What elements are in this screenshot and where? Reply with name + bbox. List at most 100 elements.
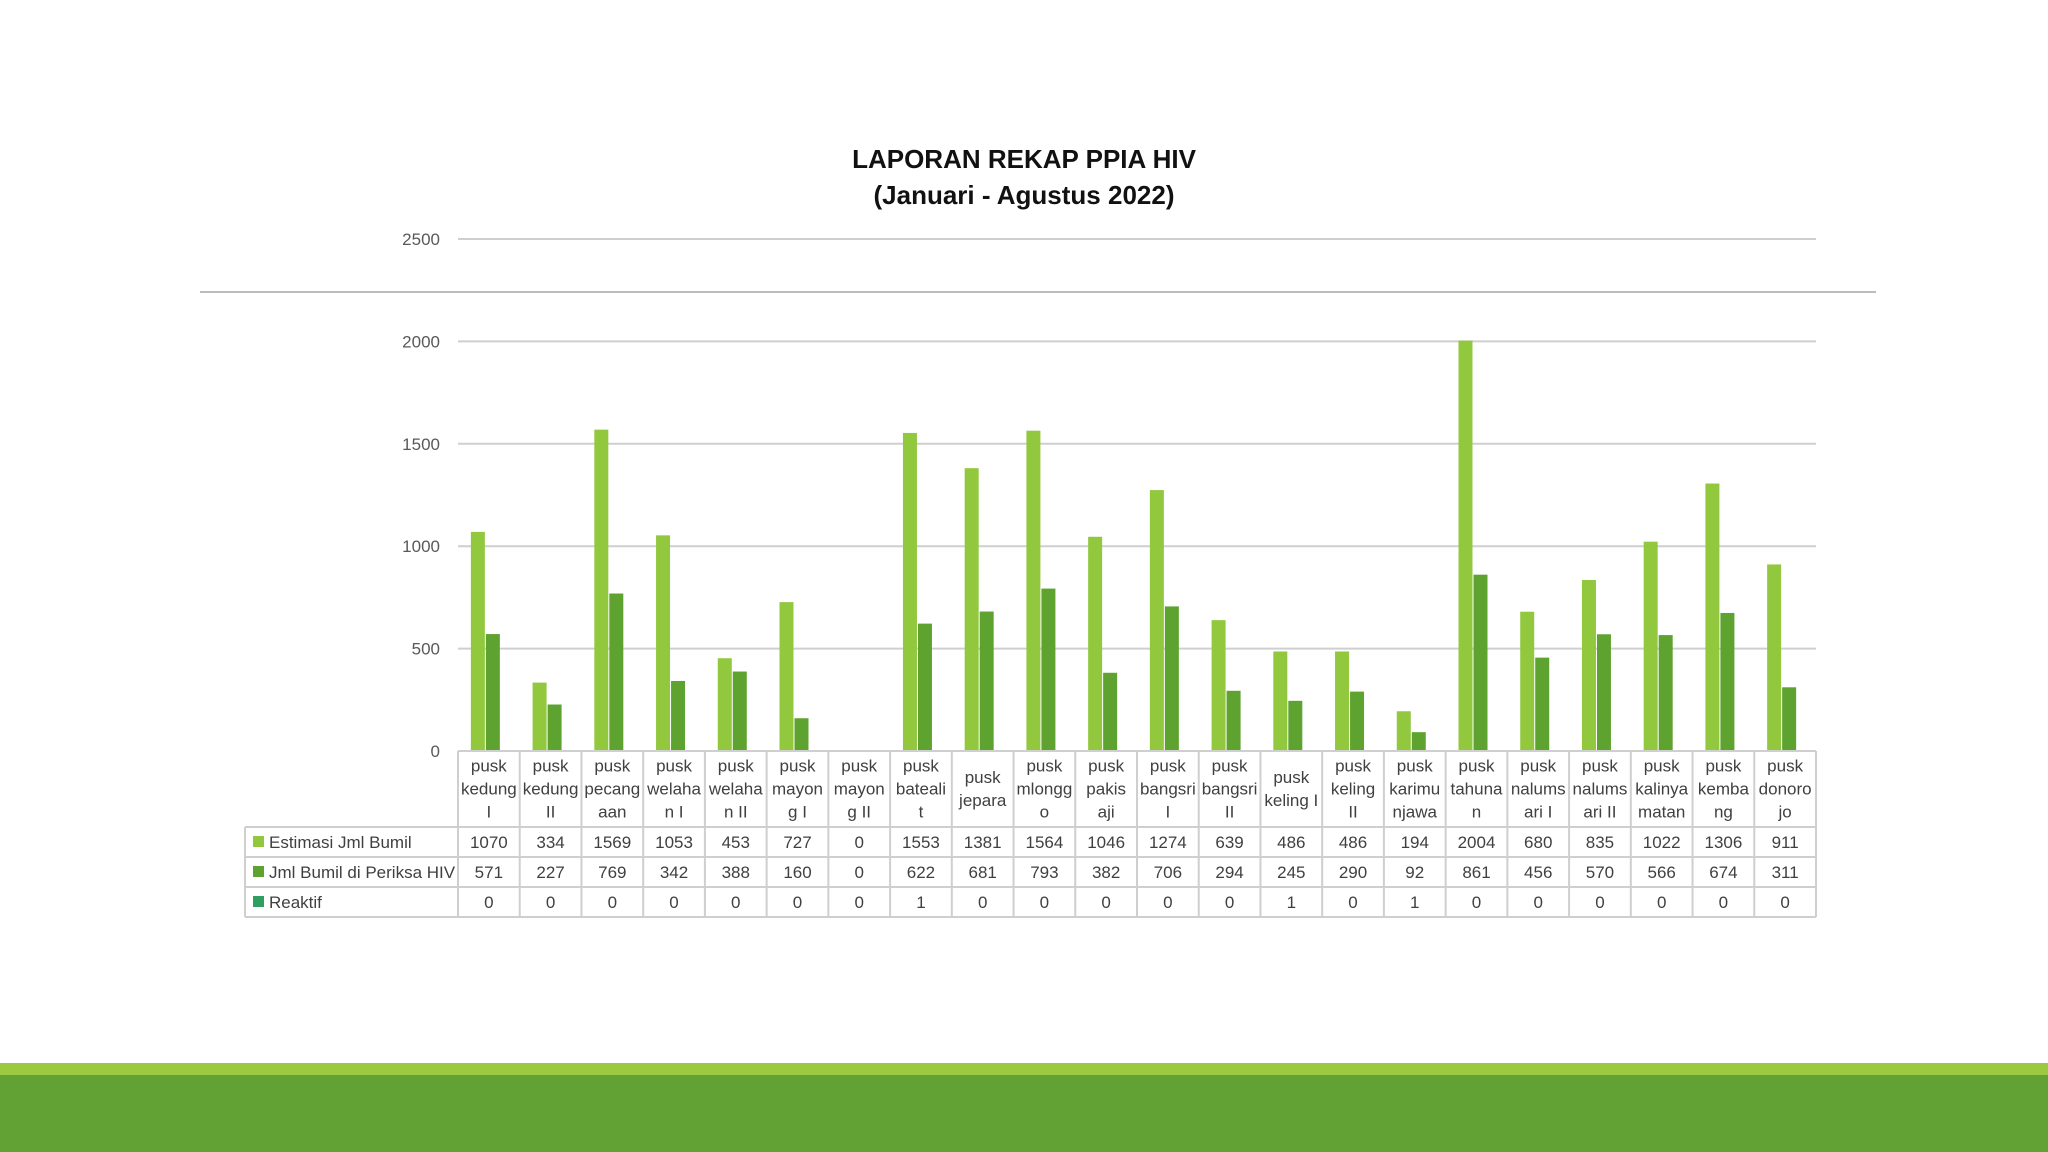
category-label: aan (598, 803, 626, 822)
data-label: 486 (1339, 833, 1367, 852)
data-label: 0 (1533, 893, 1542, 912)
bar (594, 429, 609, 751)
bar (1473, 574, 1488, 751)
bar (1103, 672, 1118, 751)
bar (1350, 691, 1365, 751)
category-label: pusk (1335, 757, 1371, 776)
category-label: mayon (772, 780, 823, 799)
legend-swatch (253, 866, 264, 877)
y-tick-label: 2000 (402, 332, 440, 351)
data-label: 1022 (1643, 833, 1681, 852)
category-label: matan (1638, 803, 1685, 822)
data-label: 342 (660, 863, 688, 882)
data-label: 0 (1040, 893, 1049, 912)
bar (532, 682, 547, 751)
category-label: pusk (1582, 757, 1618, 776)
bar (485, 634, 500, 751)
category-label: pusk (656, 757, 692, 776)
data-label: 0 (484, 893, 493, 912)
category-label: g II (847, 803, 871, 822)
data-label: 727 (783, 833, 811, 852)
data-label: 92 (1405, 863, 1424, 882)
data-label: 1306 (1704, 833, 1742, 852)
bar (470, 531, 485, 751)
data-label: 861 (1462, 863, 1490, 882)
chart-subtitle: (Januari - Agustus 2022) (873, 180, 1175, 210)
data-label: 294 (1215, 863, 1243, 882)
category-label: pusk (718, 757, 754, 776)
category-label: kalinya (1635, 780, 1688, 799)
category-label: pusk (471, 757, 507, 776)
category-label: II (1348, 803, 1357, 822)
category-label: pusk (1767, 757, 1803, 776)
data-label: 0 (546, 893, 555, 912)
bar (1026, 430, 1041, 751)
category-label: n (1472, 803, 1481, 822)
data-label: 1381 (964, 833, 1002, 852)
data-label: 1569 (593, 833, 631, 852)
category-label: pusk (1520, 757, 1556, 776)
category-label: I (1165, 803, 1170, 822)
category-label: keling I (1264, 791, 1318, 810)
footer-stripe (0, 1063, 2048, 1075)
data-label: 1053 (655, 833, 693, 852)
data-label: 0 (854, 863, 863, 882)
data-label: 388 (722, 863, 750, 882)
data-label: 0 (1348, 893, 1357, 912)
y-tick-label: 1000 (402, 537, 440, 556)
data-label: 571 (475, 863, 503, 882)
category-label: aji (1098, 803, 1115, 822)
category-label: pusk (1026, 757, 1062, 776)
bar (1288, 700, 1303, 751)
data-label: 680 (1524, 833, 1552, 852)
category-label: nalums (1573, 780, 1628, 799)
legend-swatch (253, 896, 264, 907)
bar (1705, 483, 1720, 751)
category-label: pusk (533, 757, 569, 776)
data-label: 194 (1401, 833, 1429, 852)
bar (1149, 490, 1164, 751)
category-label: pusk (1644, 757, 1680, 776)
category-label: o (1040, 803, 1049, 822)
category-label: pusk (780, 757, 816, 776)
bar (1396, 711, 1411, 751)
data-label: 566 (1647, 863, 1675, 882)
category-label: ng (1714, 803, 1733, 822)
category-label: nalums (1511, 780, 1566, 799)
bar (779, 602, 794, 751)
data-label: 456 (1524, 863, 1552, 882)
bar (917, 623, 932, 751)
bar (794, 718, 809, 751)
legend-swatch (253, 836, 264, 847)
category-label: I (486, 803, 491, 822)
bar (1273, 651, 1288, 751)
data-label: 1274 (1149, 833, 1187, 852)
category-label: karimu (1389, 780, 1440, 799)
bar (979, 611, 994, 751)
category-label: mayon (834, 780, 885, 799)
bar (1226, 690, 1241, 751)
category-label: pusk (1273, 768, 1309, 787)
data-label: 290 (1339, 863, 1367, 882)
bar (1458, 340, 1473, 751)
data-label: 0 (1163, 893, 1172, 912)
data-label: 0 (1472, 893, 1481, 912)
category-label: II (546, 803, 555, 822)
category-label: keling (1331, 780, 1375, 799)
y-tick-label: 500 (412, 640, 440, 659)
bar (671, 680, 686, 751)
bar (1596, 634, 1611, 751)
data-label: 1070 (470, 833, 508, 852)
category-label: kedung (523, 780, 579, 799)
data-label: 453 (722, 833, 750, 852)
data-label: 0 (978, 893, 987, 912)
category-label: welaha (646, 780, 701, 799)
category-label: pusk (965, 768, 1001, 787)
y-tick-label: 1500 (402, 435, 440, 454)
data-label: 0 (1595, 893, 1604, 912)
legend-label: Jml Bumil di Periksa HIV (269, 863, 456, 882)
legend-label: Estimasi Jml Bumil (269, 833, 412, 852)
y-tick-label: 2500 (402, 230, 440, 249)
bar (1088, 536, 1103, 751)
